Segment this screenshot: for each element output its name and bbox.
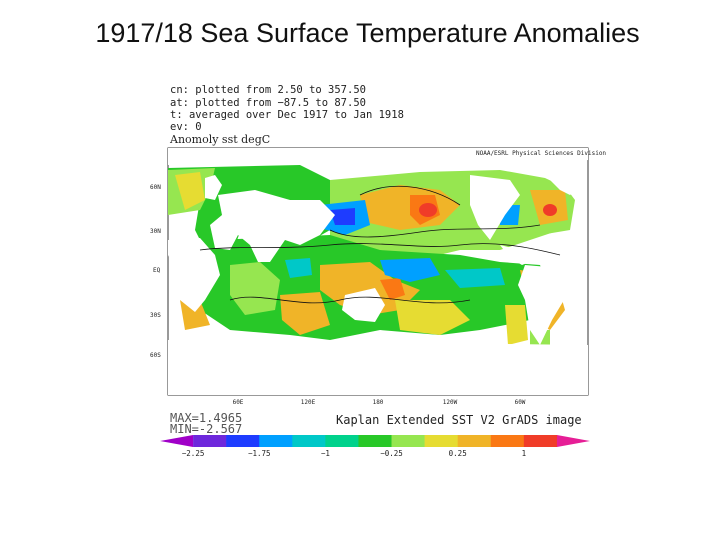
map-area <box>167 147 589 396</box>
lon-label: 60E <box>233 399 244 406</box>
lon-label: 120E <box>301 399 316 406</box>
map-title: Anomoly sst degC <box>169 133 270 146</box>
colorbar-label: −1.75 <box>248 449 271 458</box>
colorbar-segment <box>523 435 558 447</box>
lat-label: 30S <box>150 312 161 319</box>
colorbar-segment <box>358 435 392 447</box>
lat-label: EQ <box>153 267 161 274</box>
max-label: MAX=1.4965 <box>170 411 242 425</box>
lon-label: 60W <box>515 399 526 406</box>
header-line: t: averaged over Dec 1917 to Jan 1918 <box>170 109 404 121</box>
credit: NOAA/ESRL Physical Sciences Division <box>476 150 606 157</box>
colorbar-tip <box>556 435 590 447</box>
colorbar-segment <box>193 435 227 447</box>
colorbar-segment <box>292 435 326 447</box>
colorbar-label: −2.25 <box>182 449 205 458</box>
colorbar-segment <box>490 435 525 447</box>
colorbar-label: −0.25 <box>380 449 403 458</box>
lat-label: 60N <box>150 184 161 191</box>
lat-label: 60S <box>150 352 161 359</box>
colorbar-segment <box>259 435 293 447</box>
colorbar-segment <box>226 435 260 447</box>
lat-label: 30N <box>150 228 161 235</box>
colorbar-tip <box>160 435 194 447</box>
colorbar-label: 0.25 <box>449 449 467 458</box>
colorbar-segment <box>325 435 359 447</box>
colorbar-segment <box>391 435 425 447</box>
header-line: at: plotted from −87.5 to 87.50 <box>170 97 366 109</box>
lon-label: 120W <box>443 399 458 406</box>
footer: Kaplan Extended SST V2 GrADS image <box>336 413 582 427</box>
colorbar-label: 1 <box>522 449 527 458</box>
header-line: ev: 0 <box>170 121 202 133</box>
lon-label: 180 <box>373 399 384 406</box>
colorbar-segment <box>424 435 458 447</box>
header-line: cn: plotted from 2.50 to 357.50 <box>170 84 366 96</box>
min-label: MIN=-2.567 <box>170 422 242 436</box>
colorbar: −2.25 −1.75 −1 −0.25 0.25 1 <box>160 435 590 458</box>
slide-title: 1917/18 Sea Surface Temperature Anomalie… <box>95 18 640 48</box>
colorbar-segment <box>457 435 492 447</box>
colorbar-label: −1 <box>321 449 330 458</box>
